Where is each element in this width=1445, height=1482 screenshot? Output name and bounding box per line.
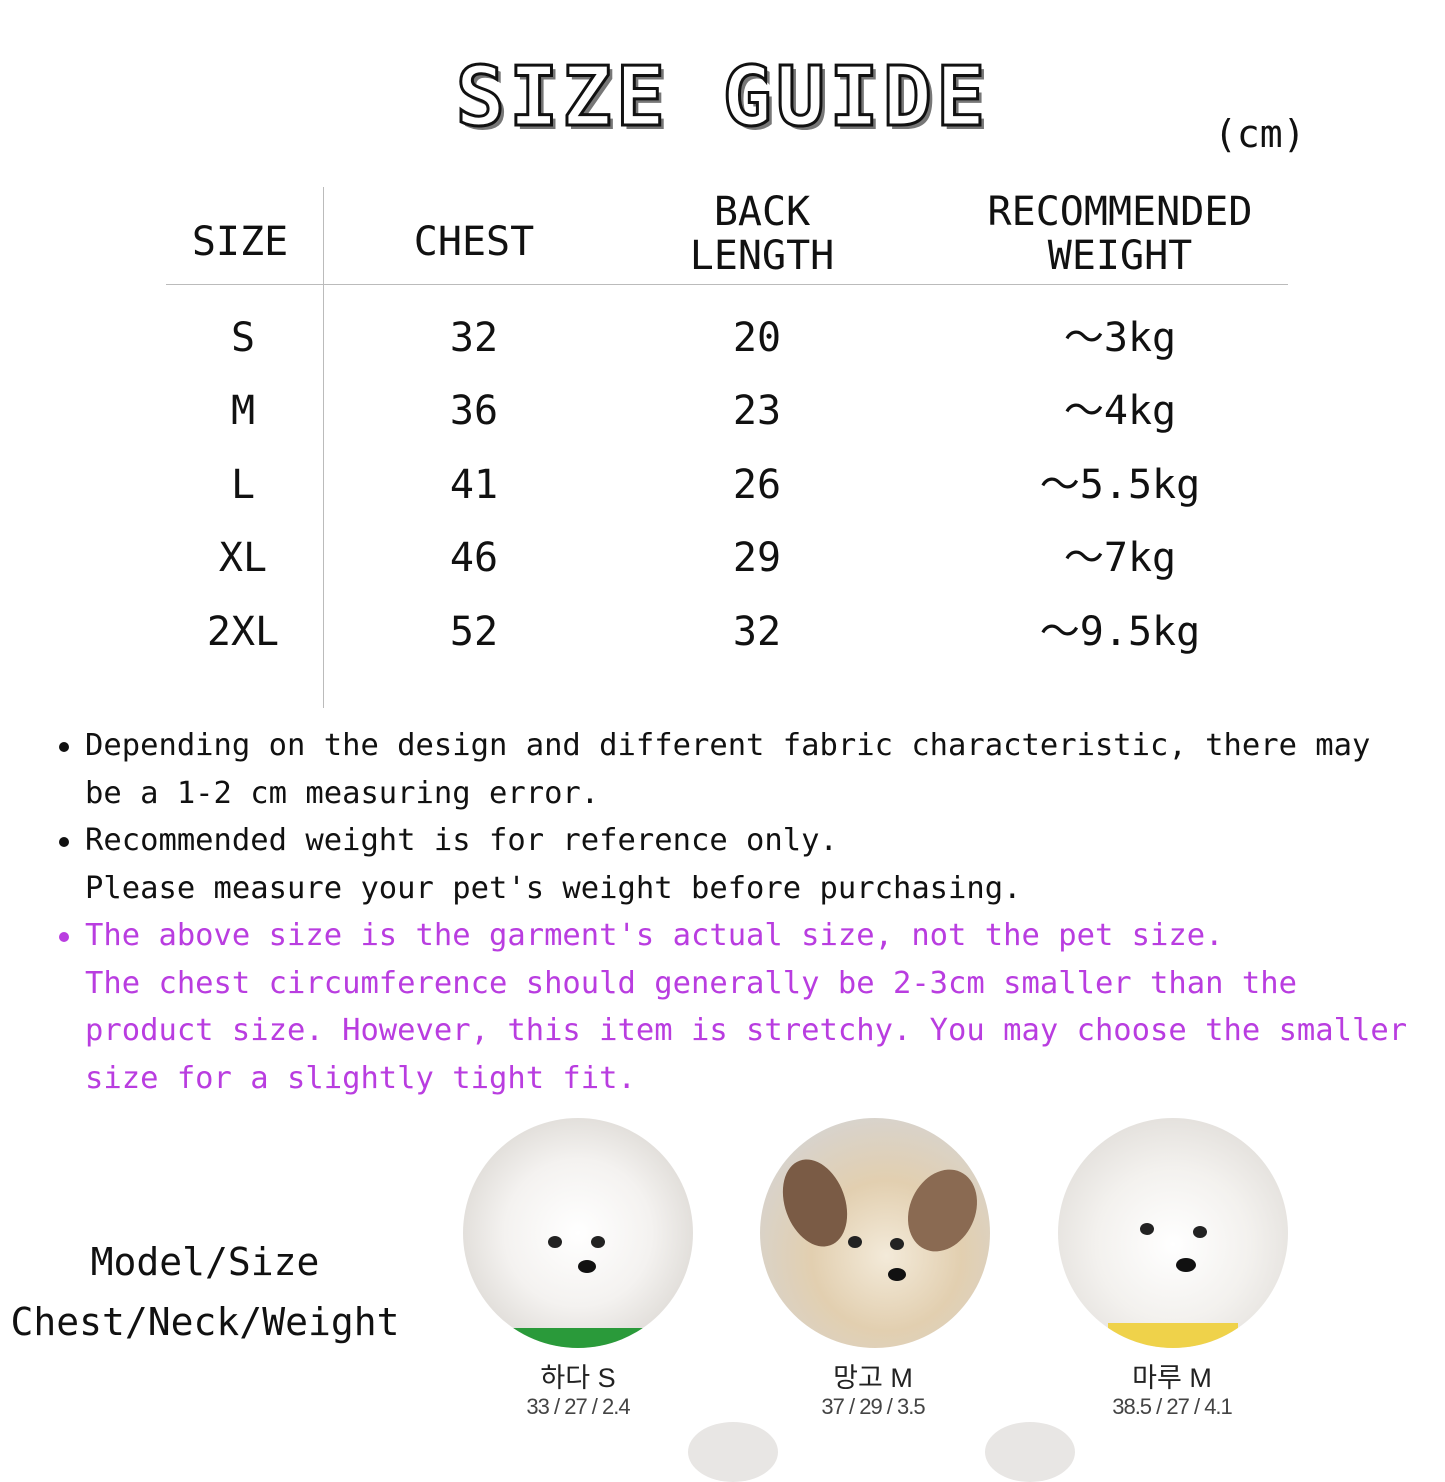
bullet-icon <box>59 742 69 752</box>
dog-measurements: 33 / 27 / 2.4 <box>526 1394 630 1419</box>
cell-back-length: 32 <box>732 609 782 655</box>
cell-size: S <box>230 315 256 361</box>
unit-label: (cm) <box>1214 112 1306 156</box>
note-garment-size: The above size is the garment's actual s… <box>56 912 1407 1102</box>
cell-weight: ～4kg <box>1063 388 1177 434</box>
cell-chest: 46 <box>449 535 499 581</box>
dog-name: 망고 M <box>833 1363 913 1393</box>
notes-list: Depending on the design and different fa… <box>56 722 1407 1102</box>
cell-weight: ～5.5kg <box>1039 462 1201 508</box>
cell-weight: ～9.5kg <box>1039 609 1201 655</box>
header-divider <box>166 284 1288 285</box>
model-size-label: Model/Size <box>90 1240 320 1284</box>
bullet-icon <box>59 932 69 942</box>
next-dog-photo <box>688 1422 778 1482</box>
note-text: Depending on the design and different fa… <box>85 728 1371 811</box>
cell-size: 2XL <box>206 609 280 655</box>
cell-back-length: 20 <box>732 315 782 361</box>
white-bichon-photo <box>463 1118 693 1348</box>
header-back-length: BACK LENGTH <box>689 189 835 279</box>
cell-chest: 52 <box>449 609 499 655</box>
cell-back-length: 26 <box>732 462 782 508</box>
dog-name: 마루 M <box>1132 1363 1212 1393</box>
note-measuring-error: Depending on the design and different fa… <box>56 722 1407 817</box>
cell-size: M <box>230 388 256 434</box>
cell-weight: ～7kg <box>1063 535 1177 581</box>
cell-back-length: 23 <box>732 388 782 434</box>
cell-size: XL <box>218 535 268 581</box>
header-chest: CHEST <box>413 219 535 265</box>
page-title: SIZE GUIDE <box>454 49 990 147</box>
note-text: Recommended weight is for reference only… <box>85 823 1022 906</box>
note-weight-reference: Recommended weight is for reference only… <box>56 817 1407 912</box>
cell-weight: ～3kg <box>1063 315 1177 361</box>
note-text: The above size is the garment's actual s… <box>85 918 1408 1096</box>
header-recommended-weight: RECOMMENDED WEIGHT <box>987 189 1253 279</box>
dog-name: 하다 S <box>540 1363 616 1393</box>
dog-measurements: 37 / 29 / 3.5 <box>821 1394 925 1419</box>
cell-back-length: 29 <box>732 535 782 581</box>
column-divider <box>323 187 324 708</box>
cell-chest: 36 <box>449 388 499 434</box>
next-dog-photo <box>985 1422 1075 1482</box>
bullet-icon <box>59 837 69 847</box>
cell-chest: 41 <box>449 462 499 508</box>
chest-neck-weight-label: Chest/Neck/Weight <box>10 1300 400 1344</box>
maltese-photo <box>1058 1118 1288 1348</box>
dog-measurements: 38.5 / 27 / 4.1 <box>1112 1394 1233 1419</box>
cell-size: L <box>230 462 256 508</box>
cell-chest: 32 <box>449 315 499 361</box>
header-size: SIZE <box>191 219 289 265</box>
yorkie-mix-photo <box>760 1118 990 1348</box>
